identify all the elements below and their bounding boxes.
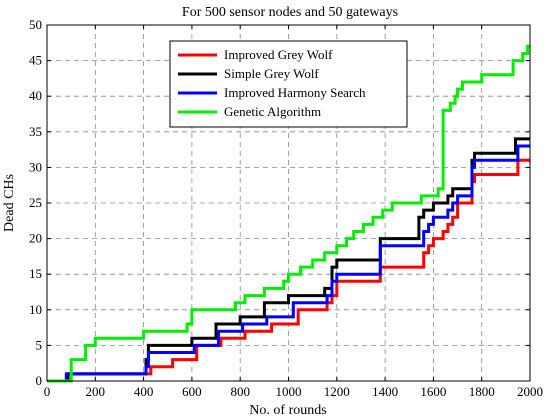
x-tick-label-8: 1600 bbox=[420, 384, 446, 399]
legend: Improved Grey Wolf Simple Grey Wolf Improv… bbox=[169, 40, 408, 128]
y-tick-label-10: 50 bbox=[29, 17, 42, 32]
y-tick-label-9: 45 bbox=[29, 53, 42, 68]
x-tick-label-5: 1000 bbox=[276, 384, 302, 399]
series-line-2 bbox=[47, 144, 530, 383]
y-tick-label-5: 25 bbox=[29, 195, 42, 210]
legend-label-0: Improved Grey Wolf bbox=[224, 47, 333, 62]
x-tick-label-10: 2000 bbox=[517, 384, 543, 399]
x-tick-label-0: 0 bbox=[44, 384, 51, 399]
x-tick-label-2: 400 bbox=[134, 384, 154, 399]
x-axis-label: No. of rounds bbox=[249, 403, 326, 418]
y-tick-label-4: 20 bbox=[29, 231, 42, 246]
x-tick-label-4: 800 bbox=[230, 384, 250, 399]
y-tick-label-1: 5 bbox=[36, 337, 43, 352]
legend-label-1: Simple Grey Wolf bbox=[224, 66, 319, 81]
chart-title: For 500 sensor nodes and 50 gateways bbox=[182, 5, 398, 20]
x-tick-label-9: 1800 bbox=[469, 384, 495, 399]
legend-label-2: Improved Harmony Search bbox=[224, 85, 366, 100]
y-tick-label-3: 15 bbox=[29, 266, 42, 281]
y-tick-label-8: 40 bbox=[29, 88, 42, 103]
x-tick-label-1: 200 bbox=[86, 384, 106, 399]
legend-label-3: Genetic Algorithm bbox=[224, 104, 321, 119]
x-tick-label-6: 1200 bbox=[324, 384, 350, 399]
series-line-0 bbox=[47, 158, 530, 383]
series-line-3 bbox=[47, 44, 530, 383]
y-tick-label-0: 0 bbox=[36, 373, 43, 388]
y-tick-label-6: 30 bbox=[29, 159, 42, 174]
x-tick-label-7: 1400 bbox=[372, 384, 398, 399]
y-tick-label-2: 10 bbox=[29, 302, 42, 317]
y-tick-label-7: 35 bbox=[29, 124, 42, 139]
y-axis-label: Dead CHs bbox=[2, 174, 17, 232]
x-tick-label-3: 600 bbox=[182, 384, 202, 399]
series-layer bbox=[47, 44, 530, 383]
series-line-1 bbox=[47, 137, 530, 383]
axis-ticks: 0 200 400 600 800 1000 1200 1400 1600 1800 2000 0 5 1… bbox=[29, 17, 543, 399]
